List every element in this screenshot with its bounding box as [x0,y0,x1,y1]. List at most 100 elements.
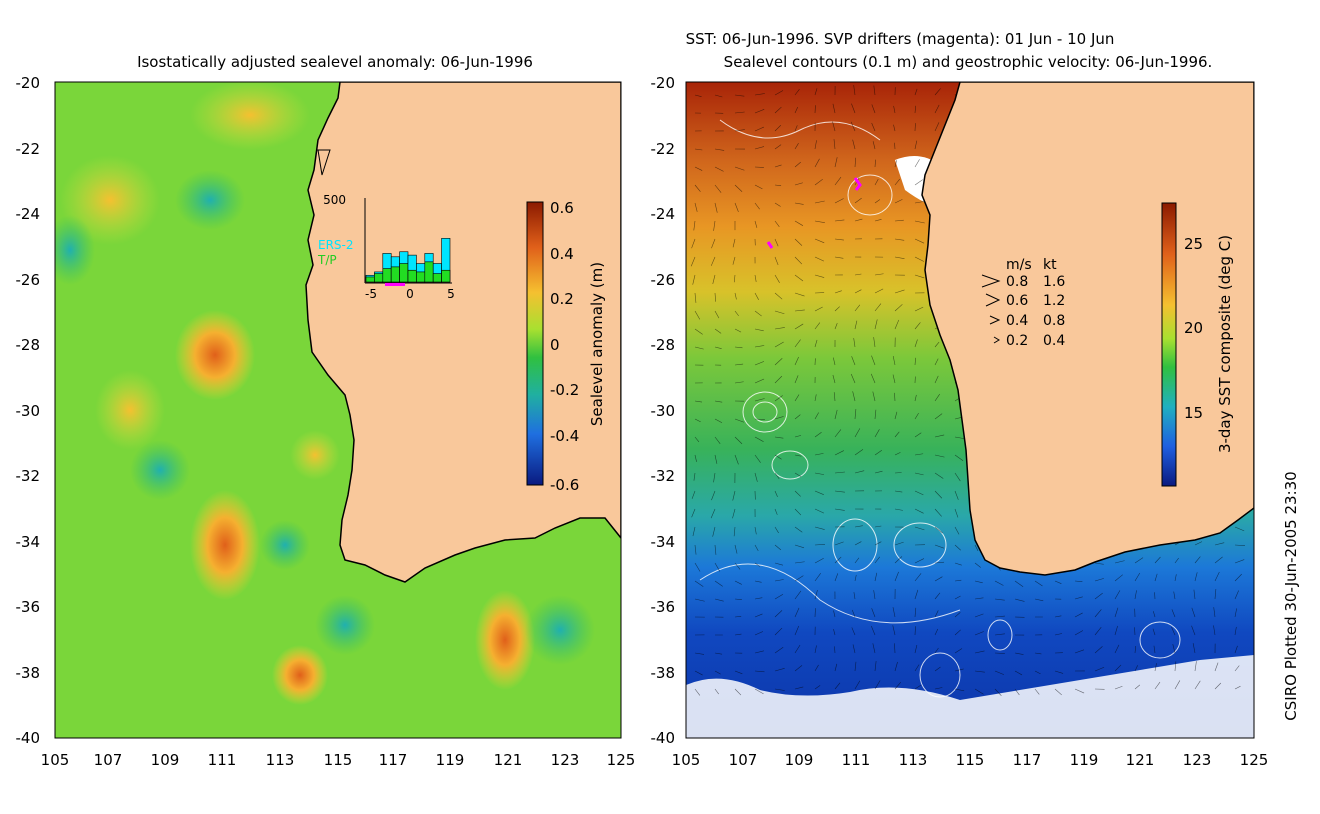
sla-blob [525,595,595,665]
legend-ms-value: 0.8 [1006,274,1028,290]
colorbar-tick: 25 [1184,235,1203,253]
colorbar-tick: 0.4 [550,245,574,263]
legend-kt-value: 0.4 [1043,333,1065,349]
x-tick-label: 123 [1183,751,1212,769]
inset-bar-tp [400,264,408,282]
x-tick-label: 107 [729,751,758,769]
inset-x-tick: -5 [365,287,377,301]
colorbar-tick: -0.6 [550,476,579,494]
colorbar-tick: 0 [550,336,560,354]
y-tick-label: -24 [16,205,41,223]
y-tick-label: -40 [651,729,676,747]
y-tick-label: -28 [16,336,41,354]
y-tick-label: -28 [651,336,676,354]
y-tick-label: -32 [16,467,41,485]
legend-kt-value: 1.6 [1043,274,1065,290]
x-tick-label: 115 [324,751,353,769]
sla-blob [95,370,165,450]
y-tick-label: -36 [651,598,676,616]
y-tick-label: -32 [651,467,676,485]
inset-bar-tp [391,267,399,282]
colorbar-tick: 0.2 [550,290,574,308]
inset-bar-tp [366,277,374,282]
x-tick-label: 117 [1013,751,1042,769]
x-tick-label: 107 [94,751,123,769]
sst-colorbar-ramp [1162,203,1176,486]
inset-x-tick: 5 [447,287,455,301]
x-tick-label: 117 [379,751,408,769]
inset-bar-tp [442,270,450,282]
inset-bar-tp [383,269,391,282]
sla-colorbar-ramp [527,202,543,485]
sla-blob [260,520,310,570]
legend-ms-value: 0.6 [1006,293,1028,309]
colorbar-tick: -0.4 [550,427,579,445]
legend-header-ms: m/s [1006,257,1032,273]
x-tick-label: 105 [672,751,701,769]
colorbar-tick: 15 [1184,404,1203,422]
sla-blob [272,645,328,705]
legend-kt-value: 1.2 [1043,293,1065,309]
sla-blob [290,430,340,480]
colorbar-tick: 0.6 [550,199,574,217]
y-tick-label: -40 [16,729,41,747]
sla-blob [175,170,245,230]
inset-bar-tp [425,262,433,282]
legend-ms-value: 0.2 [1006,333,1028,349]
x-tick-label: 109 [151,751,180,769]
inset-bar-tp [408,270,416,282]
x-tick-label: 109 [785,751,814,769]
x-tick-label: 121 [1126,751,1155,769]
y-tick-label: -24 [651,205,676,223]
y-tick-label: -22 [16,140,41,158]
x-tick-label: 119 [1070,751,1099,769]
y-tick-label: -38 [16,664,41,682]
right-y-ticks: -20 -22 -24 -26 -28 -30 -32 -34 -36 -38 … [651,74,676,747]
x-tick-label: 119 [436,751,465,769]
left-panel-title: Isostatically adjusted sealevel anomaly:… [137,53,533,71]
left-panel: Isostatically adjusted sealevel anomaly:… [16,53,636,769]
land-australia [306,82,621,582]
y-tick-label: -30 [16,402,41,420]
right-x-ticks: 105 107 109 111 113 115 117 119 121 123 … [672,751,1269,769]
y-tick-label: -20 [651,74,676,92]
x-tick-label: 125 [607,751,636,769]
y-tick-label: -26 [651,271,676,289]
sla-blob [45,215,95,285]
x-tick-label: 115 [956,751,985,769]
sst-colorbar-label: 3-day SST composite (deg C) [1216,235,1234,453]
sla-blob [475,590,535,690]
y-tick-label: -36 [16,598,41,616]
inset-legend-tp: T/P [317,253,337,267]
inset-bar-tp [416,272,424,282]
inset-legend-ers2: ERS-2 [318,238,354,252]
y-tick-label: -34 [16,533,41,551]
x-tick-label: 125 [1240,751,1269,769]
y-tick-label: -38 [651,664,676,682]
y-tick-label: -22 [651,140,676,158]
right-panel-title-line1: SST: 06-Jun-1996. SVP drifters (magenta)… [686,30,1115,48]
plot-credit: CSIRO Plotted 30-Jun-2005 23:30 [1282,471,1300,720]
inset-x-tick: 0 [406,287,414,301]
legend-kt-value: 0.8 [1043,313,1065,329]
legend-ms-value: 0.4 [1006,313,1028,329]
legend-header-kt: kt [1043,257,1057,273]
right-panel: SST: 06-Jun-1996. SVP drifters (magenta)… [651,30,1269,769]
sla-blob [190,80,310,150]
x-tick-label: 121 [494,751,523,769]
y-tick-label: -30 [651,402,676,420]
y-tick-label: -26 [16,271,41,289]
inset-bar-tp [433,274,441,282]
x-tick-label: 123 [551,751,580,769]
left-x-ticks: 105 107 109 111 113 115 117 119 121 123 … [41,751,636,769]
inset-period-marker [385,283,405,286]
left-y-ticks: -20 -22 -24 -26 -28 -30 -32 -34 -36 -38 … [16,74,41,747]
sla-blob [175,310,255,400]
y-tick-label: -34 [651,533,676,551]
y-tick-label: -20 [16,74,41,92]
inset-bar-tp [374,274,382,282]
colorbar-tick: -0.2 [550,381,579,399]
x-tick-label: 111 [208,751,237,769]
right-panel-title-line2: Sealevel contours (0.1 m) and geostrophi… [724,53,1213,71]
